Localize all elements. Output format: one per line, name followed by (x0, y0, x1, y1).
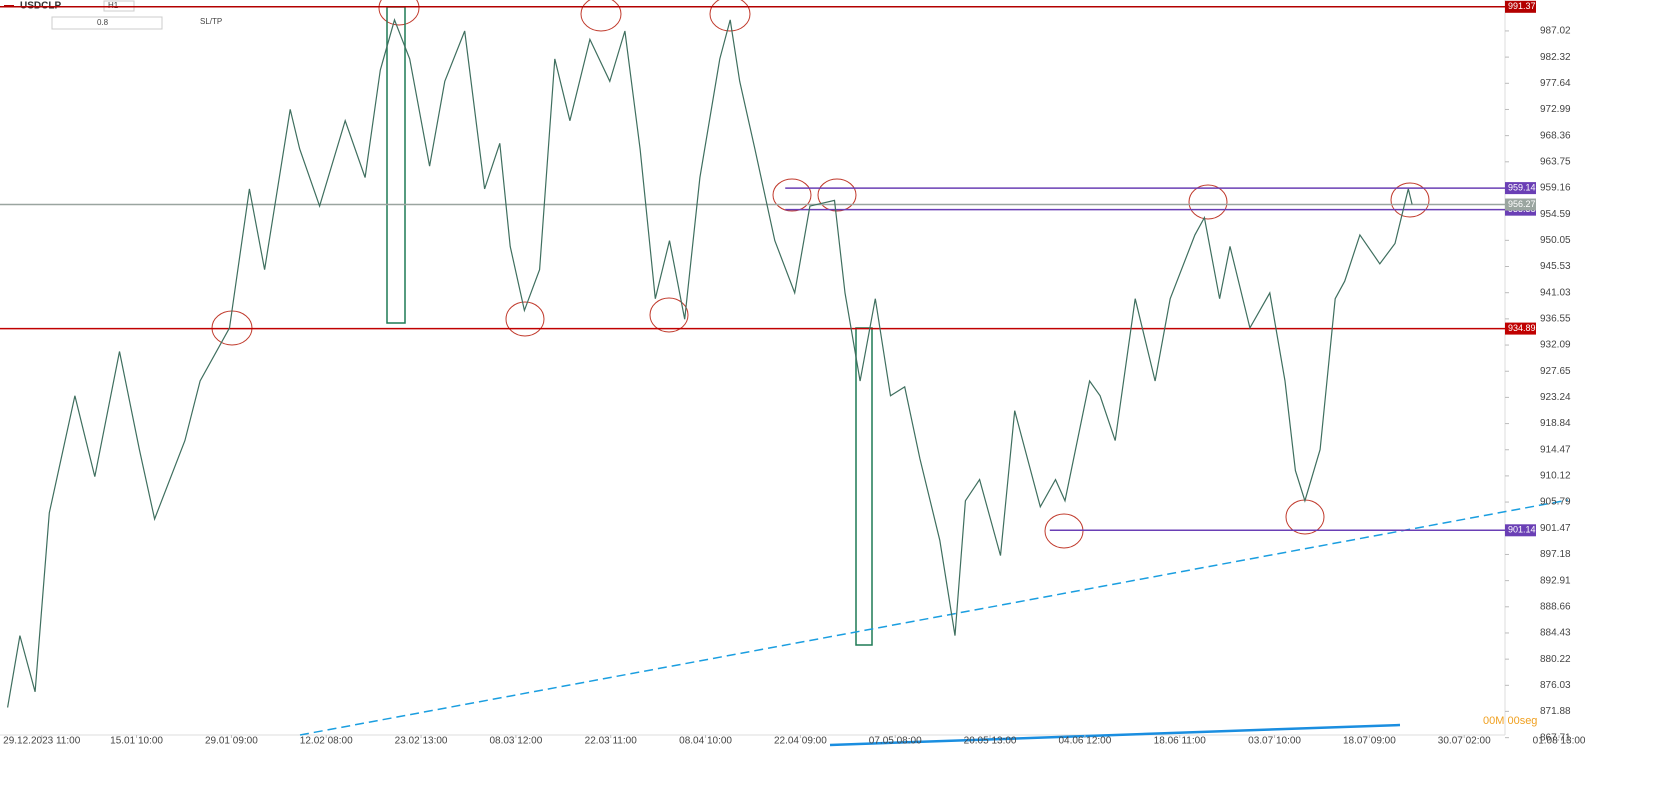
level-box (1505, 0, 1536, 13)
y-tick-label: 867.71 (1540, 732, 1571, 743)
x-tick-label: 03.07 10:00 (1248, 736, 1301, 747)
x-tick-label: 18.07 09:00 (1343, 736, 1396, 747)
y-tick-label: 880.22 (1540, 654, 1571, 665)
y-tick-label: 972.99 (1540, 104, 1571, 115)
x-tick-label: 12.02 08:00 (300, 736, 353, 747)
y-tick-label: 901.47 (1540, 523, 1571, 534)
y-tick-label: 945.53 (1540, 261, 1571, 272)
x-tick-label: 30.07 02:00 (1438, 736, 1491, 747)
y-tick-label: 910.12 (1540, 471, 1571, 482)
volume[interactable]: 0.8 (97, 18, 109, 27)
x-tick-label: 04.06 12:00 (1058, 736, 1111, 747)
circle (817, 178, 857, 212)
circle (378, 0, 420, 26)
indicator-line (829, 723, 1401, 747)
y-tick-label: 892.91 (1540, 575, 1571, 586)
x-tick-label: 15.01 10:00 (110, 736, 163, 747)
x-tick-label: 29.12.2023 11:00 (3, 736, 81, 747)
y-tick-label: 927.65 (1540, 366, 1571, 377)
x-tick-label: 23.02 13:00 (395, 736, 448, 747)
y-tick-label: 950.05 (1540, 235, 1571, 246)
x-tick-label: 08.04 10:00 (679, 736, 732, 747)
y-tick-label: 963.75 (1540, 156, 1571, 167)
y-tick-label: 977.64 (1540, 78, 1571, 89)
y-tick-label: 914.47 (1540, 444, 1571, 455)
y-tick-label: 959.16 (1540, 183, 1571, 194)
sltp-button[interactable]: SL/TP (200, 17, 222, 26)
volume-box[interactable] (51, 16, 163, 30)
x-tick-label: 22.03 11:00 (585, 736, 638, 747)
x-tick-label: 01.08 13:00 (1533, 736, 1586, 747)
level-box (1505, 524, 1536, 537)
y-tick-label: 941.03 (1540, 287, 1571, 298)
x-tick-label: 08.03 12:00 (489, 736, 542, 747)
circle (580, 0, 622, 32)
timer: 00M 00seg (1483, 715, 1537, 727)
circle (709, 0, 751, 32)
level-box (1505, 182, 1536, 195)
y-tick-label: 876.03 (1540, 680, 1571, 691)
level-label: 901.14 (1508, 525, 1536, 535)
y-tick-label: 918.84 (1540, 418, 1571, 429)
x-tick-label: 20.05 13:00 (964, 736, 1017, 747)
price-line (7, 18, 1413, 708)
level-label: 991.37 (1508, 1, 1536, 11)
trend-line (299, 499, 1569, 736)
circle (649, 297, 689, 333)
circle (505, 301, 545, 337)
timeframe-select[interactable] (103, 0, 135, 12)
y-tick-label: 884.43 (1540, 628, 1571, 639)
y-tick-label: 932.09 (1540, 340, 1571, 351)
y-tick-label: 987.02 (1540, 26, 1571, 37)
x-tick-label: 29.01 09:00 (205, 736, 258, 747)
circle (1188, 184, 1228, 220)
y-tick-label: 897.18 (1540, 549, 1571, 560)
y-tick-label: 954.59 (1540, 209, 1571, 220)
y-tick-label: 905.79 (1540, 497, 1571, 508)
level-label: 956.27 (1508, 199, 1536, 209)
level-box (1505, 198, 1536, 211)
y-tick-label: 968.36 (1540, 130, 1571, 141)
circle (1390, 182, 1430, 218)
timeframe[interactable]: H1 (108, 1, 119, 10)
x-tick-label: 07.05 08:00 (869, 736, 922, 747)
y-tick-label: 923.24 (1540, 392, 1571, 403)
y-tick-label: 936.55 (1540, 314, 1571, 325)
level-box (1505, 322, 1536, 335)
y-tick-label: 982.32 (1540, 52, 1571, 63)
level-label: 934.89 (1508, 323, 1536, 333)
y-tick-label: 871.88 (1540, 706, 1571, 717)
circle (772, 178, 812, 212)
x-tick-label: 18.06 11:00 (1154, 736, 1207, 747)
x-tick-label: 22.04 09:00 (774, 736, 827, 747)
level-label: 959.14 (1508, 182, 1536, 192)
y-tick-label: 888.66 (1540, 601, 1571, 612)
